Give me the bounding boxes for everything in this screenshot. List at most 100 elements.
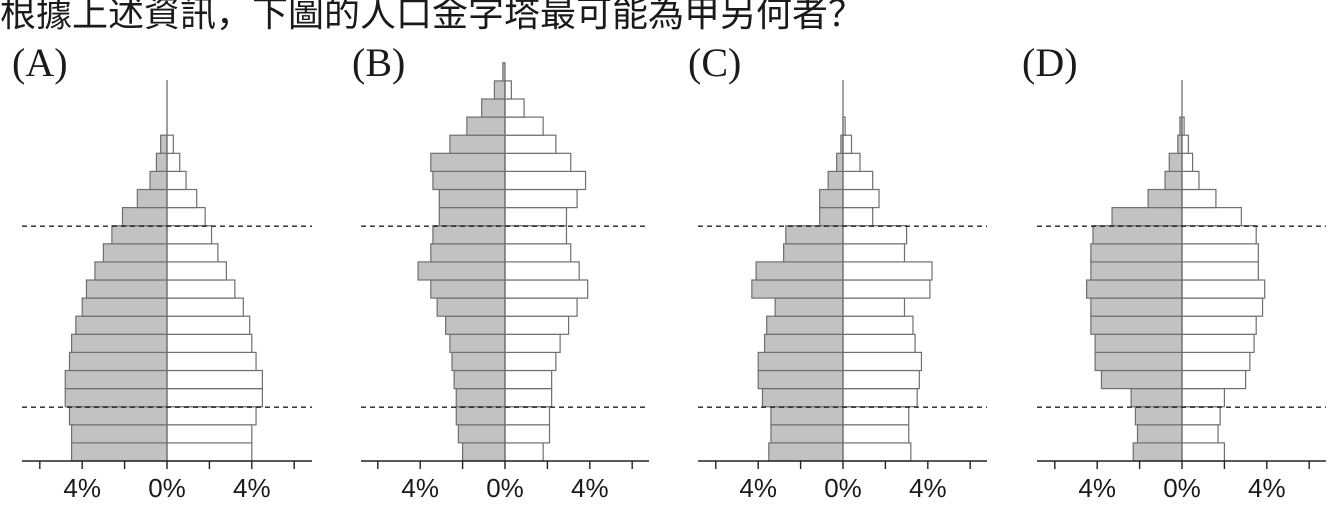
female-bar: [166, 152, 181, 173]
pyramid-panel: (D) 4% 0% 4%: [1022, 40, 1326, 503]
female-bar: [842, 188, 880, 209]
female-bar: [166, 442, 253, 462]
female-bar: [504, 333, 561, 353]
male-bar: [827, 170, 844, 191]
female-bar: [1181, 152, 1194, 173]
male-bar: [430, 152, 506, 173]
female-bar: [1181, 388, 1226, 408]
male-bar: [457, 424, 506, 444]
female-bar: [842, 315, 914, 335]
question-header: 根據上述資訊，下圖的人口金字塔最可能為甲另何者？: [0, 0, 864, 35]
male-bar: [1134, 406, 1183, 426]
female-bar: [1181, 207, 1242, 227]
female-bar: [842, 261, 933, 281]
male-bar: [783, 243, 844, 263]
panel-title: (B): [352, 40, 405, 85]
male-bar: [1100, 369, 1183, 390]
female-bar: [504, 152, 572, 173]
female-bar: [504, 279, 589, 299]
female-bar: [504, 369, 553, 390]
male-bar: [466, 116, 506, 136]
x-tick-label: 0%: [824, 473, 862, 503]
male-bar: [770, 424, 844, 444]
x-tick-label: 4%: [1248, 473, 1286, 503]
female-bar: [1181, 188, 1217, 209]
female-bar: [166, 406, 257, 426]
male-bar: [436, 297, 506, 317]
female-bar: [842, 369, 920, 390]
female-bar: [1181, 406, 1221, 426]
female-bar: [504, 261, 580, 281]
male-bar: [751, 279, 844, 299]
panel-title: (A): [12, 40, 68, 85]
male-bar: [455, 388, 506, 408]
male-bar: [70, 333, 168, 353]
male-bar: [763, 333, 844, 353]
x-tick-label: 4%: [571, 473, 609, 503]
male-bar: [785, 225, 844, 245]
male-bar: [1085, 279, 1183, 299]
male-bar: [1111, 207, 1183, 227]
female-bar: [1181, 333, 1255, 353]
female-bar: [504, 388, 553, 408]
male-bar: [1130, 388, 1183, 408]
female-bar: [166, 315, 251, 335]
female-bar: [166, 225, 213, 245]
pyramid-panel: (B) 4% 0% 4%: [352, 40, 649, 503]
male-bar: [70, 424, 168, 444]
female-bar: [504, 116, 544, 136]
male-bar: [768, 442, 844, 462]
male-bar: [449, 333, 506, 353]
female-bar: [842, 152, 861, 173]
female-bar: [842, 243, 906, 263]
male-bar: [481, 98, 506, 118]
male-bar: [755, 261, 844, 281]
x-tick-label: 0%: [1163, 473, 1201, 503]
female-bar: [504, 170, 587, 191]
male-bar: [449, 134, 506, 154]
male-bar: [94, 261, 168, 281]
female-bar: [166, 369, 264, 390]
male-bar: [1132, 442, 1183, 462]
male-bar: [121, 207, 168, 227]
female-bar: [842, 207, 874, 227]
female-bar: [1181, 261, 1259, 281]
male-bar: [149, 170, 168, 191]
female-bar: [504, 406, 551, 426]
female-bar: [842, 170, 874, 191]
pyramid-panel: (A) 4% 0% 4%: [12, 40, 312, 503]
female-bar: [842, 297, 906, 317]
male-bar: [68, 406, 168, 426]
male-bar: [160, 134, 168, 154]
female-bar: [166, 388, 264, 408]
x-tick-label: 4%: [739, 473, 777, 503]
male-bar: [770, 406, 844, 426]
male-bar: [1090, 261, 1183, 281]
female-bar: [166, 424, 253, 444]
male-bar: [417, 261, 506, 281]
female-bar: [1181, 351, 1251, 372]
male-bar: [1090, 315, 1183, 335]
male-bar: [1164, 170, 1183, 191]
x-tick-label: 4%: [233, 473, 271, 503]
panel-title: (D): [1022, 40, 1078, 85]
female-bar: [166, 243, 219, 263]
female-bar: [504, 134, 557, 154]
female-bar: [504, 424, 551, 444]
female-bar: [842, 351, 923, 372]
female-bar: [166, 188, 198, 209]
male-bar: [1094, 351, 1183, 372]
male-bar: [836, 152, 844, 173]
male-bar: [1090, 243, 1183, 263]
panel-title: (C): [688, 40, 741, 85]
male-bar: [445, 315, 506, 335]
male-bar: [1147, 188, 1183, 209]
female-bar: [1181, 297, 1264, 317]
male-bar: [502, 62, 506, 82]
male-bar: [766, 315, 844, 335]
male-bar: [155, 152, 168, 173]
male-bar: [819, 207, 844, 227]
female-bar: [842, 134, 853, 154]
female-bar: [1181, 134, 1189, 154]
male-bar: [455, 406, 506, 426]
